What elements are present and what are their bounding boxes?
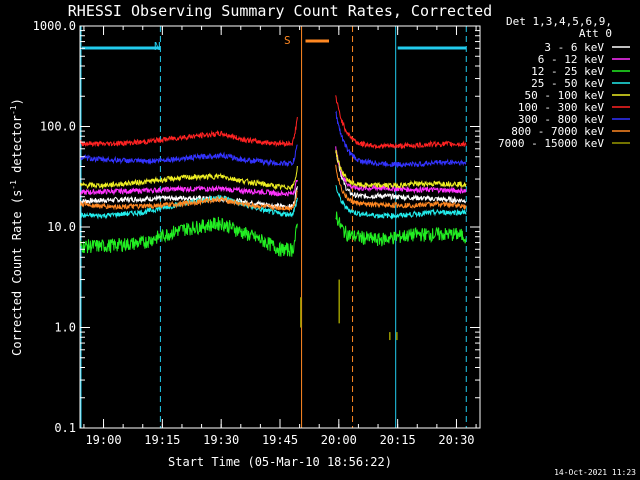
legend-entry-label: 25 - 50 keV <box>531 77 604 90</box>
x-tick-label: 19:00 <box>85 433 121 447</box>
legend-title-line: Det 1,3,4,5,6,9, <box>506 15 612 28</box>
y-tick-label: 1000.0 <box>33 19 76 33</box>
legend-entry-label: 50 - 100 keV <box>525 89 605 102</box>
series-post-6-12keV <box>335 146 467 195</box>
series-post-12-25keV <box>335 211 467 247</box>
series-post-300-800keV <box>335 110 467 169</box>
legend-entry-label: 6 - 12 keV <box>538 53 605 66</box>
plot-frame <box>79 25 481 429</box>
y-tick-label: 1.0 <box>54 321 76 335</box>
series-post-100-300keV <box>335 95 467 150</box>
x-tick-label: 20:15 <box>380 433 416 447</box>
y-axis-label-main: Corrected Count Rate (s <box>10 190 24 356</box>
y-axis: 0.1 1.0 10.0 100.0 1000.0 <box>33 19 480 435</box>
legend-title-line: Att 0 <box>579 27 612 40</box>
series-pre-800-7000keV <box>79 189 298 213</box>
series-post-3-6keV <box>335 150 467 205</box>
y-tick-label: 100.0 <box>40 120 76 134</box>
series-pre-100-300keV <box>79 116 298 148</box>
x-tick-label: 19:15 <box>144 433 180 447</box>
series-pre-50-100keV <box>79 165 298 192</box>
x-tick-label: 20:00 <box>321 433 357 447</box>
y-axis-label-sup2: -1 <box>9 105 18 115</box>
saa-flag-label: S <box>284 34 291 47</box>
series-post-800-7000keV <box>335 164 467 210</box>
series-post-50-100keV <box>335 150 467 190</box>
y-axis-label-mid: detector <box>10 115 24 180</box>
timestamp: 14-Oct-2021 11:23 <box>554 468 636 477</box>
x-tick-label: 19:30 <box>203 433 239 447</box>
x-tick-label: 19:45 <box>262 433 298 447</box>
flag-layer <box>80 26 467 428</box>
y-axis-label-sup: -1 <box>9 180 18 190</box>
x-axis: 19:00 19:15 19:30 19:45 20:00 20:15 20:30 <box>83 26 477 447</box>
legend-entry-label: 3 - 6 keV <box>544 41 604 54</box>
chart-title: RHESSI Observing Summary Count Rates, Co… <box>68 2 492 20</box>
night-flag-label: N <box>154 40 161 53</box>
series-pre-12-25keV <box>79 216 298 257</box>
legend-entry-label: 7000 - 15000 keV <box>498 137 604 150</box>
series-pre-6-12keV <box>79 179 298 197</box>
legend-entry-label: 100 - 300 keV <box>518 101 604 114</box>
x-axis-label: Start Time (05-Mar-10 18:56:22) <box>168 455 392 469</box>
y-tick-label: 0.1 <box>54 421 76 435</box>
series-pre-300-800keV <box>79 144 298 168</box>
series-layer <box>79 95 467 257</box>
x-tick-label: 20:30 <box>438 433 474 447</box>
legend-entry-label: 800 - 7000 keV <box>511 125 604 138</box>
series-post-25-50keV <box>335 184 467 220</box>
y-tick-label: 10.0 <box>47 220 76 234</box>
legend-entry-label: 12 - 25 keV <box>531 65 604 78</box>
legend-entry-label: 300 - 800 keV <box>518 113 604 126</box>
y-axis-label: Corrected Count Rate (s-1 detector-1) <box>9 98 24 356</box>
brown-layer <box>300 279 398 341</box>
y-axis-label-close: ) <box>10 98 24 105</box>
